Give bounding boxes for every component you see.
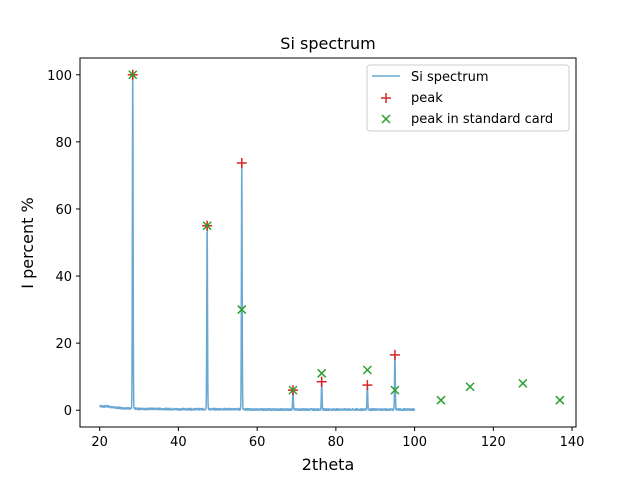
legend-label-spectrum: Si spectrum	[411, 70, 489, 85]
axis-ticks: 20 40 60 80 100 120 140 0 20 40 60 80 100	[47, 69, 584, 450]
y-tick-label: 60	[55, 203, 72, 218]
x-tick-label: 20	[91, 435, 108, 450]
si-spectrum-line	[99, 74, 416, 412]
peak-marker	[362, 380, 373, 391]
chart-title: Si spectrum	[280, 34, 375, 53]
standard-card-marker	[436, 395, 446, 405]
x-tick-label: 40	[170, 435, 187, 450]
plot-area	[99, 69, 565, 412]
legend-plus-marker	[381, 93, 391, 103]
y-tick-label: 100	[47, 69, 72, 84]
x-tick-label: 100	[402, 435, 427, 450]
standard-card-marker	[202, 221, 212, 231]
standard-card-marker	[317, 368, 327, 378]
standard-card-marker	[288, 385, 298, 395]
legend-label-peak: peak	[411, 91, 443, 106]
legend-x-marker	[381, 114, 391, 124]
x-axis-label: 2theta	[302, 455, 355, 474]
x-tick-label: 120	[481, 435, 506, 450]
standard-card-marker	[390, 385, 400, 395]
y-axis-label: I percent %	[18, 197, 37, 288]
y-tick-label: 80	[55, 136, 72, 151]
x-tick-label: 80	[328, 435, 345, 450]
y-tick-label: 40	[55, 270, 72, 285]
peak-marker	[389, 349, 400, 360]
standard-card-marker	[465, 382, 475, 392]
peak-marker	[236, 157, 247, 168]
y-tick-label: 20	[55, 337, 72, 352]
axes-frame	[79, 57, 577, 428]
x-tick-label: 140	[560, 435, 585, 450]
standard-card-marker	[128, 70, 138, 80]
legend: Si spectrum peak peak in standard card	[366, 64, 570, 132]
standard-card-marker	[237, 305, 247, 315]
legend-label-standard-card: peak in standard card	[411, 112, 553, 127]
standard-card-marker	[555, 395, 565, 405]
peak-marker	[316, 376, 327, 387]
legend-box	[366, 64, 570, 132]
standard-card-marker	[362, 365, 372, 375]
x-tick-label: 60	[249, 435, 266, 450]
y-tick-label: 0	[64, 404, 72, 419]
standard-card-marker	[518, 378, 528, 388]
